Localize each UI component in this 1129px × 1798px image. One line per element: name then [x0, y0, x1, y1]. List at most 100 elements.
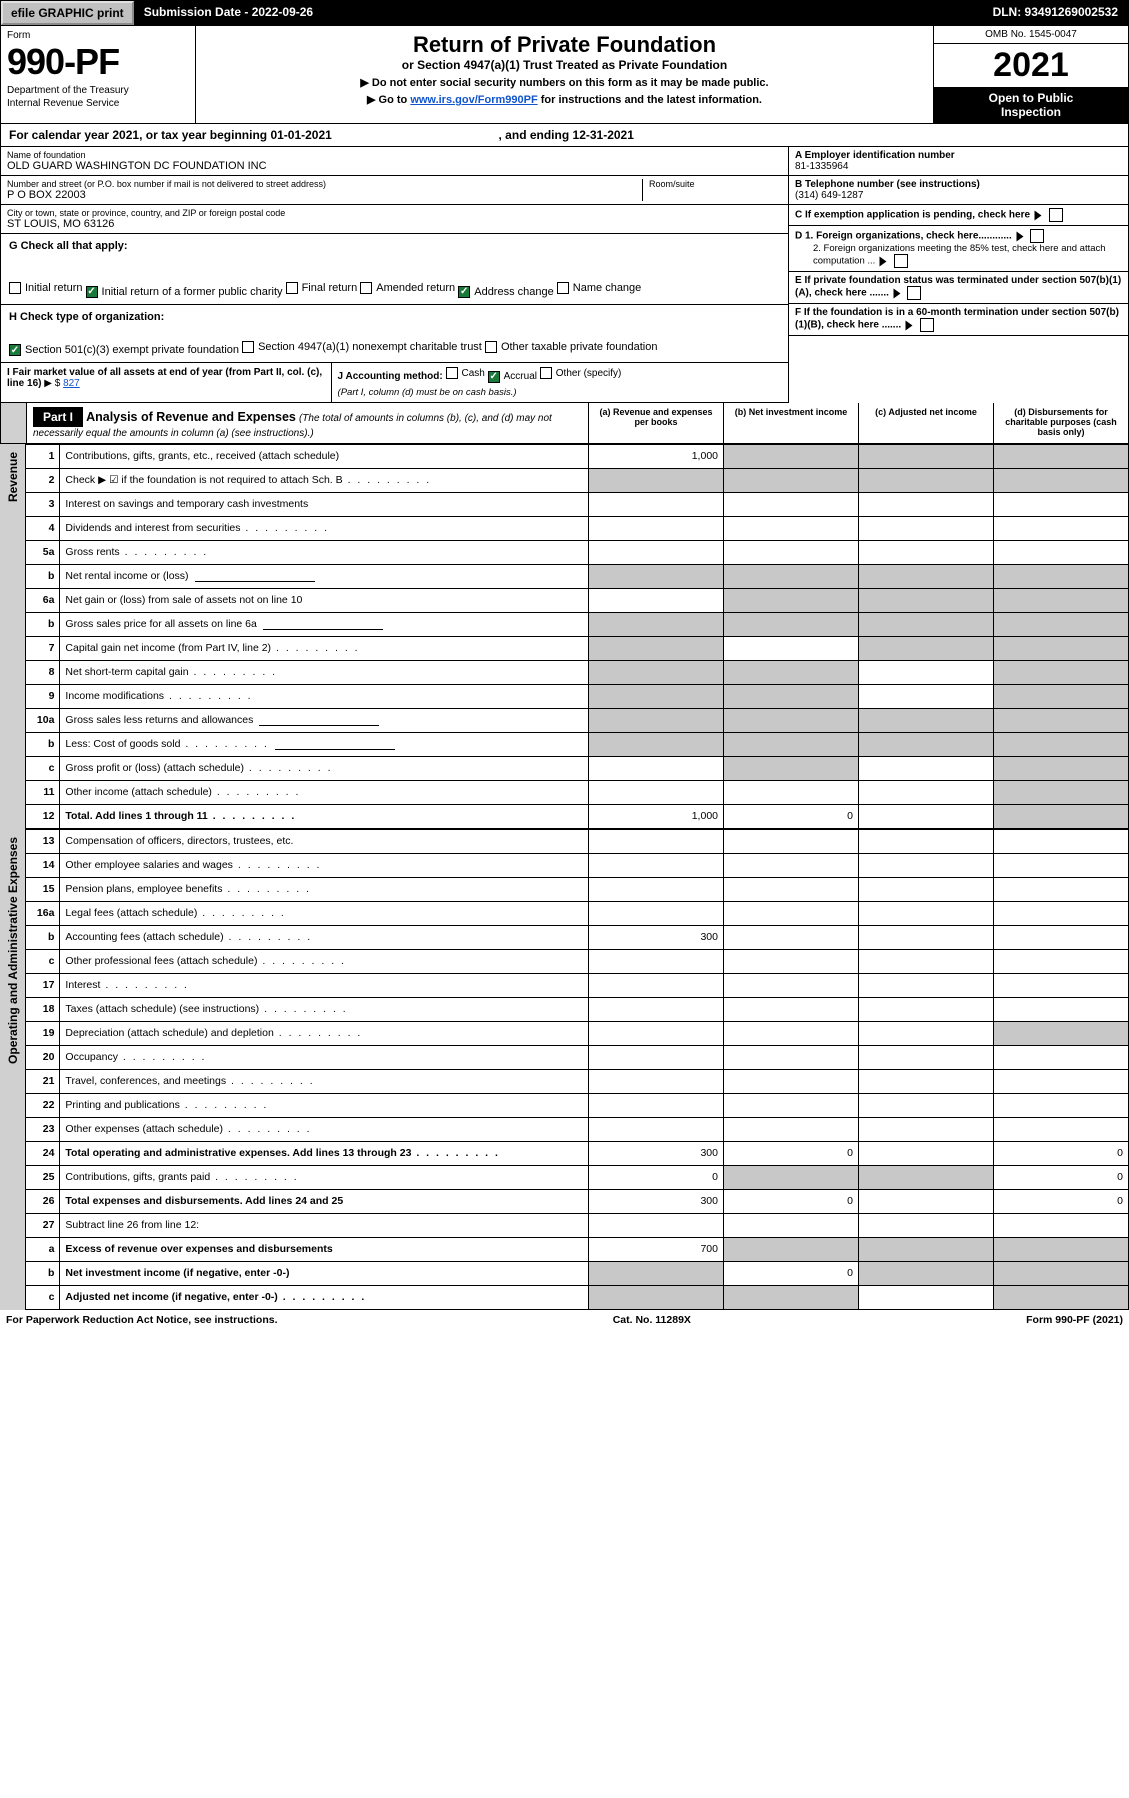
col-c	[859, 468, 994, 492]
col-d: 0	[994, 1141, 1129, 1165]
g-item-5[interactable]: Name change	[557, 282, 642, 294]
g-item-1[interactable]: ✓Initial return of a former public chari…	[86, 286, 283, 298]
h-item-2[interactable]: Other taxable private foundation	[485, 341, 658, 353]
e-checkbox[interactable]	[907, 286, 921, 300]
col-a: 700	[589, 1237, 724, 1261]
col-b: 0	[724, 804, 859, 828]
col-b	[724, 588, 859, 612]
col-d	[994, 732, 1129, 756]
col-a: 300	[589, 1189, 724, 1213]
g-checkbox-0[interactable]	[9, 282, 21, 294]
line-num: 23	[26, 1117, 60, 1141]
col-c	[859, 756, 994, 780]
form-title-block: Return of Private Foundation or Section …	[196, 26, 933, 123]
line-num: 2	[26, 468, 60, 492]
d1-checkbox[interactable]	[1030, 229, 1044, 243]
col-b	[724, 1165, 859, 1189]
col-d	[994, 949, 1129, 973]
col-b: (b) Net investment income	[723, 403, 858, 443]
line-21: 21Travel, conferences, and meetings	[26, 1069, 1129, 1093]
g-item-0[interactable]: Initial return	[9, 282, 82, 294]
g-item-4[interactable]: ✓Address change	[458, 286, 554, 298]
col-d	[994, 540, 1129, 564]
col-c	[859, 660, 994, 684]
g-item-3[interactable]: Amended return	[360, 282, 455, 294]
col-c	[859, 1189, 994, 1213]
h-checkbox-0[interactable]: ✓	[9, 344, 21, 356]
h-item-0[interactable]: ✓Section 501(c)(3) exempt private founda…	[9, 344, 239, 356]
col-d	[994, 853, 1129, 877]
line-num: 21	[26, 1069, 60, 1093]
col-a	[589, 468, 724, 492]
col-a	[589, 1117, 724, 1141]
col-d	[994, 1261, 1129, 1285]
g-checkbox-2[interactable]	[286, 282, 298, 294]
d1-label: D 1. Foreign organizations, check here..…	[795, 231, 1012, 242]
g-checkbox-4[interactable]: ✓	[458, 286, 470, 298]
c-label: C If exemption application is pending, c…	[795, 210, 1030, 221]
col-c	[859, 1213, 994, 1237]
j-item-0[interactable]: Cash	[446, 367, 485, 379]
form-number: 990-PF	[7, 41, 189, 83]
h-item-1[interactable]: Section 4947(a)(1) nonexempt charitable …	[242, 341, 482, 353]
g-checkbox-3[interactable]	[360, 282, 372, 294]
line-label: Travel, conferences, and meetings	[60, 1069, 589, 1093]
h-checkbox-2[interactable]	[485, 341, 497, 353]
g-checkbox-1[interactable]: ✓	[86, 286, 98, 298]
i-prefix: ▶ $	[44, 378, 60, 389]
j-checkbox-0[interactable]	[446, 367, 458, 379]
col-a	[589, 660, 724, 684]
efile-print-button[interactable]: efile GRAPHIC print	[1, 1, 134, 25]
j-checkbox-2[interactable]	[540, 367, 552, 379]
f-checkbox[interactable]	[920, 318, 934, 332]
col-a	[589, 877, 724, 901]
form-title: Return of Private Foundation	[206, 32, 923, 58]
line-label: Total operating and administrative expen…	[60, 1141, 589, 1165]
part-label: Part I	[33, 407, 83, 427]
col-a	[589, 540, 724, 564]
i-value[interactable]: 827	[63, 378, 80, 389]
entity-info: Name of foundation OLD GUARD WASHINGTON …	[0, 147, 1129, 403]
col-b	[724, 949, 859, 973]
line-num: 6a	[26, 588, 60, 612]
col-d	[994, 636, 1129, 660]
col-c	[859, 853, 994, 877]
col-d	[994, 973, 1129, 997]
g-checkbox-5[interactable]	[557, 282, 569, 294]
revenue-table: 1Contributions, gifts, grants, etc., rec…	[25, 444, 1129, 829]
col-d: 0	[994, 1165, 1129, 1189]
section-i-j: I Fair market value of all assets at end…	[1, 363, 788, 403]
line-num: 27	[26, 1213, 60, 1237]
col-a	[589, 853, 724, 877]
line-num: b	[26, 925, 60, 949]
j-checkbox-1[interactable]: ✓	[488, 371, 500, 383]
cal-end: , and ending 12-31-2021	[499, 128, 634, 142]
g-item-2[interactable]: Final return	[286, 282, 358, 294]
col-a	[589, 1021, 724, 1045]
g-label-2: Final return	[302, 282, 358, 294]
col-a	[589, 829, 724, 853]
e-label: E If private foundation status was termi…	[795, 275, 1121, 299]
col-a	[589, 492, 724, 516]
c-checkbox[interactable]	[1049, 208, 1063, 222]
line-num: 12	[26, 804, 60, 828]
d2-checkbox[interactable]	[894, 254, 908, 268]
line-6a: 6aNet gain or (loss) from sale of assets…	[26, 588, 1129, 612]
line-9: 9Income modifications	[26, 684, 1129, 708]
col-a	[589, 732, 724, 756]
instructions-link[interactable]: www.irs.gov/Form990PF	[410, 94, 537, 106]
col-c	[859, 1141, 994, 1165]
col-c	[859, 1093, 994, 1117]
col-c	[859, 1165, 994, 1189]
h-checkbox-1[interactable]	[242, 341, 254, 353]
line-label: Occupancy	[60, 1045, 589, 1069]
col-b	[724, 1213, 859, 1237]
line-label: Gross profit or (loss) (attach schedule)	[60, 756, 589, 780]
col-b	[724, 973, 859, 997]
j-item-2[interactable]: Other (specify)	[540, 367, 622, 379]
col-d	[994, 468, 1129, 492]
part1-header: Part I Analysis of Revenue and Expenses …	[0, 403, 1129, 444]
line-num: b	[26, 732, 60, 756]
j-item-1[interactable]: ✓Accrual	[488, 371, 537, 383]
line-3: 3Interest on savings and temporary cash …	[26, 492, 1129, 516]
